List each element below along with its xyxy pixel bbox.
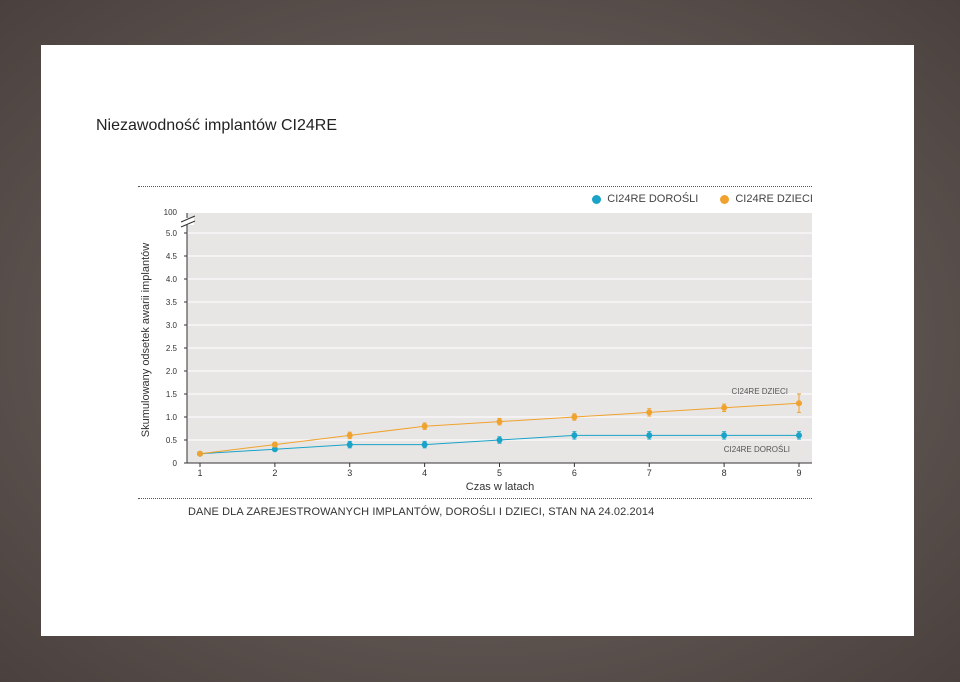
y-tick-label: 1.0 bbox=[166, 413, 178, 422]
data-point-adults bbox=[571, 432, 578, 439]
chart-title: Niezawodność implantów CI24RE bbox=[96, 117, 337, 134]
legend-label-children: CI24RE DZIECI bbox=[735, 193, 813, 205]
y-tick-label: 0 bbox=[173, 459, 178, 468]
y-break-top-label: 100 bbox=[164, 208, 178, 217]
y-tick-label: 2.5 bbox=[166, 344, 178, 353]
axis-break-marker bbox=[180, 215, 196, 228]
grid-lines bbox=[187, 232, 812, 441]
x-axis-ticks: 1 2 3 4 5 6 7 8 9 bbox=[197, 463, 802, 478]
y-tick-label: 3.5 bbox=[166, 298, 178, 307]
plot-area bbox=[187, 213, 812, 463]
x-tick-label: 4 bbox=[422, 468, 427, 478]
x-tick-label: 3 bbox=[347, 468, 352, 478]
data-point-adults bbox=[271, 446, 278, 453]
data-point-adults bbox=[721, 432, 728, 439]
data-point-adults bbox=[496, 437, 503, 443]
y-tick-label: 4.5 bbox=[166, 252, 178, 261]
footnote: DANE DLA ZAREJESTROWANYCH IMPLANTÓW, DOR… bbox=[188, 506, 655, 518]
data-point-children bbox=[646, 409, 653, 416]
data-point-children bbox=[346, 432, 353, 439]
y-axis-ticks: 0 0.5 1.0 1.5 2.0 2.5 3.0 3.5 4.0 4.5 5.0 bbox=[166, 229, 187, 468]
x-tick-label: 7 bbox=[647, 468, 652, 478]
data-point-children bbox=[796, 400, 802, 407]
data-point-adults bbox=[346, 441, 353, 448]
x-tick-label: 9 bbox=[796, 468, 801, 478]
x-tick-label: 6 bbox=[572, 468, 577, 478]
legend-item-children: CI24RE DZIECI bbox=[720, 193, 813, 205]
top-dotted-rule bbox=[138, 186, 812, 187]
x-tick-label: 8 bbox=[722, 468, 727, 478]
y-tick-label: 5.0 bbox=[166, 229, 178, 238]
legend-dot-children bbox=[720, 194, 730, 204]
data-point-adults bbox=[796, 432, 802, 439]
data-point-adults bbox=[421, 441, 428, 448]
y-tick-label: 2.0 bbox=[166, 367, 178, 376]
data-point-children bbox=[271, 441, 278, 448]
y-axis-title: Skumulowany odsetek awarii implantów bbox=[140, 243, 152, 437]
data-point-adults bbox=[646, 432, 653, 439]
legend-label-adults: CI24RE DOROŚLI bbox=[607, 193, 699, 205]
series-label-children: CI24RE DZIECI bbox=[732, 387, 788, 396]
x-tick-label: 2 bbox=[272, 468, 277, 478]
x-tick-label: 1 bbox=[197, 468, 202, 478]
series-label-adults: CI24RE DOROŚLI bbox=[724, 445, 790, 454]
y-tick-label: 1.5 bbox=[166, 390, 178, 399]
bottom-dotted-rule bbox=[138, 498, 812, 499]
series-group bbox=[197, 393, 802, 457]
x-axis-title: Czas w latach bbox=[466, 481, 534, 493]
y-tick-label: 3.0 bbox=[166, 321, 178, 330]
data-point-children bbox=[571, 414, 578, 420]
legend: CI24RE DOROŚLI CI24RE DZIECI bbox=[570, 193, 813, 205]
legend-dot-adults bbox=[592, 194, 602, 204]
y-tick-label: 4.0 bbox=[166, 275, 178, 284]
x-tick-label: 5 bbox=[497, 468, 502, 478]
data-point-children bbox=[421, 423, 428, 430]
data-point-children bbox=[197, 450, 203, 457]
y-tick-label: 0.5 bbox=[166, 436, 178, 445]
data-point-children bbox=[496, 418, 503, 425]
data-point-children bbox=[721, 404, 728, 411]
legend-item-adults: CI24RE DOROŚLI bbox=[592, 193, 698, 205]
